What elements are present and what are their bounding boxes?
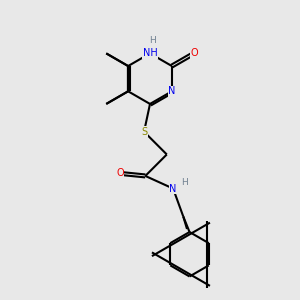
Text: H: H (182, 178, 188, 187)
Text: H: H (149, 35, 156, 44)
Text: N: N (169, 184, 177, 194)
Text: NH: NH (142, 48, 158, 59)
Text: S: S (141, 127, 147, 137)
Text: N: N (168, 86, 175, 96)
Text: O: O (190, 48, 198, 59)
Text: O: O (116, 168, 124, 178)
